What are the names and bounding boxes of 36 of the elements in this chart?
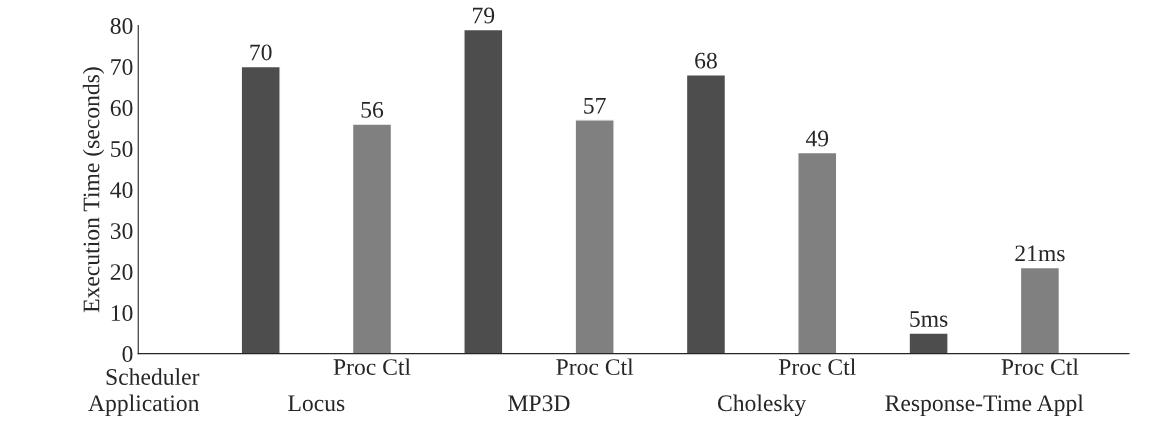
bar [240, 65, 281, 354]
bar [463, 28, 504, 354]
data-label: 56 [361, 101, 384, 118]
bar [351, 123, 393, 354]
text: Response-Time Appl [885, 394, 1084, 416]
data-label: 68 [695, 52, 717, 69]
y-tick-label: 10 [111, 305, 133, 321]
text: MP3D [508, 395, 570, 412]
data-label: 70 [250, 44, 272, 61]
bar [908, 332, 949, 354]
data-label: 21ms [1015, 245, 1065, 262]
text: Locus [288, 395, 345, 412]
y-tick-label: 20 [110, 264, 133, 280]
x-tick-label: Proc Ctl [778, 358, 856, 376]
y-axis-title: Execution Time (seconds) [82, 67, 105, 313]
y-tick-label: 30 [110, 223, 133, 239]
y-tick-label: 40 [110, 182, 133, 198]
y-tick-label: 80 [110, 18, 133, 34]
text: Scheduler [106, 368, 200, 385]
text: Application [88, 394, 200, 416]
data-label: 79 [473, 7, 495, 24]
data-label: 57 [584, 97, 606, 114]
x-tick-label: Proc Ctl [333, 358, 411, 376]
x-tick-label: Proc Ctl [1001, 358, 1079, 376]
bar [797, 151, 838, 354]
data-label: 5ms [910, 311, 948, 327]
bar [574, 119, 615, 354]
text: Cholesky [717, 394, 807, 417]
bar [1019, 266, 1061, 354]
y-tick-label: 70 [111, 59, 133, 75]
x-tick-label: Proc Ctl [556, 358, 634, 376]
y-tick-label: 0 [122, 346, 133, 362]
bar [685, 74, 727, 354]
data-label: 49 [805, 130, 829, 147]
y-tick-label: 50 [111, 141, 133, 157]
y-tick-label: 60 [110, 100, 133, 116]
